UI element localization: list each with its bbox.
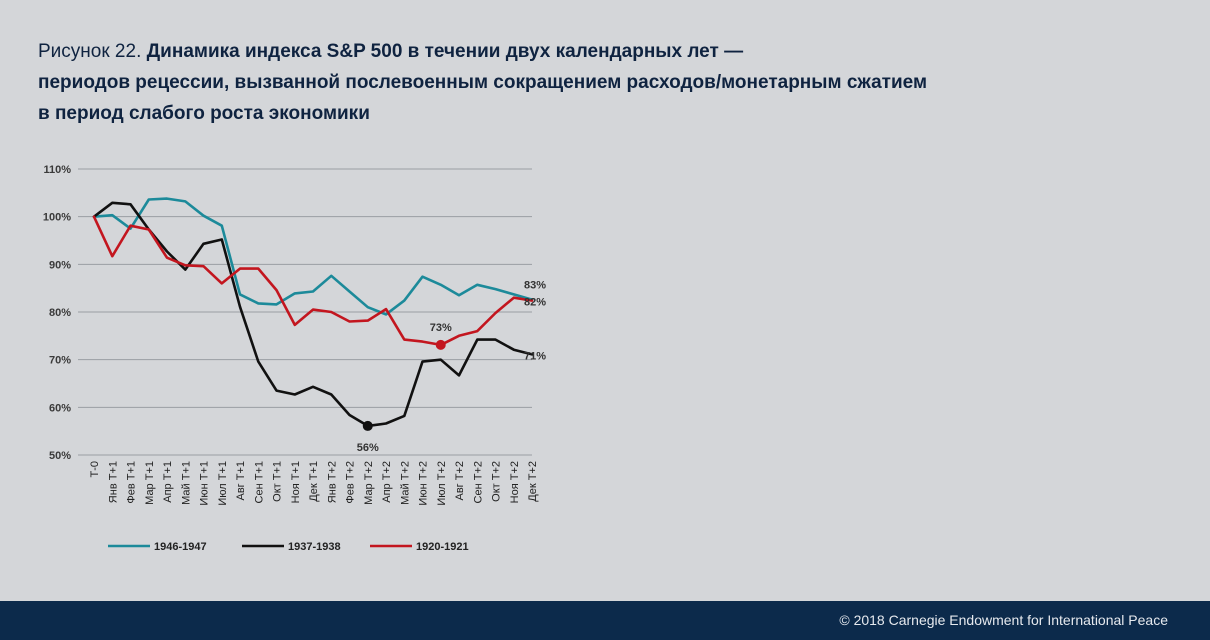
x-tick-label: Ноя Т+1 <box>290 461 302 503</box>
y-tick-label: 70% <box>49 355 71 367</box>
y-axis-ticks: 110% 100% 90% 80% 70% 60% 50% <box>43 164 71 462</box>
x-tick-label: Янв Т+2 <box>326 461 338 503</box>
y-tick-label: 50% <box>49 450 71 462</box>
data-label: 83% <box>524 280 546 292</box>
x-tick-label: Авг Т+1 <box>235 461 247 501</box>
y-tick-label: 100% <box>43 212 71 224</box>
line-chart: 110% 100% 90% 80% 70% 60% 50% Т-0 Янв Т+1 Фев Т+… <box>43 164 547 553</box>
title-text-1: Динамика индекса S&P 500 в течении двух … <box>146 41 744 62</box>
legend: 1946-1947 1937-1938 1920-1921 <box>108 541 469 553</box>
x-tick-label: Окт Т+2 <box>491 461 503 502</box>
x-tick-label: Май Т+2 <box>399 461 411 505</box>
x-tick-label: Мар Т+2 <box>363 461 375 505</box>
legend-label: 1937-1938 <box>288 541 341 553</box>
x-tick-label: Дек Т+1 <box>308 461 320 502</box>
x-tick-label: Сен Т+1 <box>253 461 265 503</box>
legend-label: 1946-1947 <box>154 541 207 553</box>
series-line-1937-1938 <box>92 201 534 428</box>
x-tick-label: Т-0 <box>89 461 101 478</box>
y-tick-label: 110% <box>43 164 71 176</box>
x-tick-label: Июл Т+2 <box>436 461 448 506</box>
data-label: 71% <box>524 350 546 362</box>
x-tick-label: Янв Т+1 <box>107 461 119 503</box>
title-line-1: Рисунок 22. Динамика индекса S&P 500 в т… <box>38 36 1138 67</box>
title-text-2: периодов рецессии, вызванной послевоенны… <box>38 72 928 93</box>
title-text-3: в период слабого роста экономики <box>38 103 370 124</box>
x-tick-label: Дек Т+2 <box>527 461 539 502</box>
footer-bar: © 2018 Carnegie Endowment for Internatio… <box>0 601 1210 640</box>
series-lines <box>92 197 534 428</box>
figure-title: Рисунок 22. Динамика индекса S&P 500 в т… <box>38 36 1138 129</box>
x-tick-label: Фев Т+1 <box>126 461 138 504</box>
y-tick-label: 90% <box>49 259 71 271</box>
series-line-1920-1921 <box>92 215 534 347</box>
y-tick-label: 60% <box>49 402 71 414</box>
chart-gridlines <box>78 168 532 456</box>
y-tick-label: 80% <box>49 307 71 319</box>
x-tick-label: Июн Т+1 <box>199 461 211 506</box>
annotations: 83% 82% 71% 73% 56% <box>357 280 547 454</box>
x-tick-label: Июл Т+1 <box>217 461 229 506</box>
x-tick-label: Май Т+1 <box>180 461 192 505</box>
x-tick-label: Ноя Т+2 <box>509 461 521 503</box>
x-tick-label: Авг Т+2 <box>454 461 466 501</box>
x-tick-label: Апр Т+2 <box>381 461 393 503</box>
data-label: 82% <box>524 297 546 309</box>
x-tick-label: Сен Т+2 <box>472 461 484 503</box>
copyright-text: © 2018 Carnegie Endowment for Internatio… <box>839 612 1168 628</box>
data-label: 56% <box>357 442 379 454</box>
x-tick-label: Июн Т+2 <box>418 461 430 506</box>
series-line-1946-1947 <box>92 197 534 316</box>
x-tick-label: Мар Т+1 <box>144 461 156 505</box>
data-label: 73% <box>430 322 452 334</box>
x-tick-label: Апр Т+1 <box>162 461 174 503</box>
legend-label: 1920-1921 <box>416 541 469 553</box>
figure-number: Рисунок 22. <box>38 41 142 62</box>
x-tick-label: Окт Т+1 <box>272 461 284 502</box>
marker-dot <box>435 339 446 350</box>
x-tick-label: Фев Т+2 <box>345 461 357 504</box>
x-axis-ticks: Т-0 Янв Т+1 Фев Т+1 Мар Т+1 Апр Т+1 Май Т+1 Ию… <box>89 461 539 506</box>
marker-dot <box>362 420 373 431</box>
